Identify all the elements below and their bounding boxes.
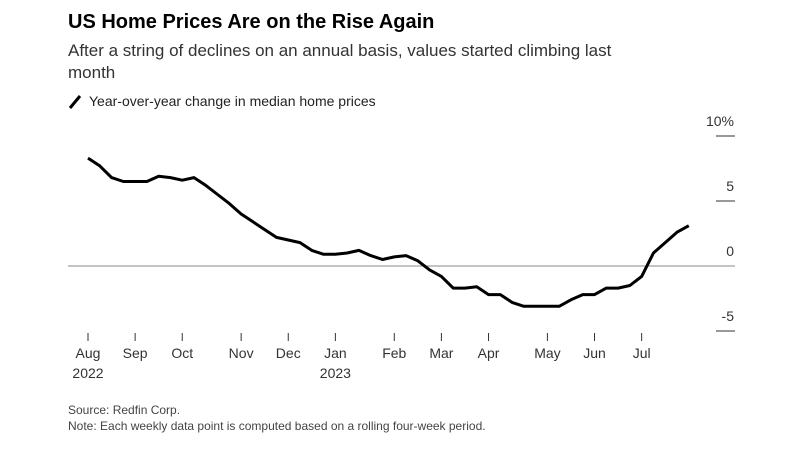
chart-subtitle: After a string of declines on an annual … [68,41,612,82]
data-line [87,156,690,308]
x-tick-label: Jan 2023 [320,345,351,381]
x-tick-label: Oct [171,345,193,361]
x-tick-label: Apr [478,345,500,361]
x-tick-label: Nov [229,345,254,361]
x-tick-label: Feb [382,345,406,361]
x-tick-label: Sep [123,345,148,361]
y-tick-label: -5 [722,308,735,324]
legend-label: Year-over-year change in median home pri… [89,93,376,109]
source: Source: Redfin Corp. [68,403,180,417]
legend-swatch [68,95,82,109]
y-tick-label: 10% [706,113,734,129]
x-tick-label: Jun [583,345,606,361]
x-tick-label: Aug 2022 [72,345,103,381]
x-tick-label: Dec [276,345,301,361]
x-tick-label: Mar [429,345,453,361]
y-tick-label: 5 [726,178,734,194]
x-tick-label: Jul [633,345,651,361]
chart-title: US Home Prices Are on the Rise Again [68,11,434,33]
x-tick-label: May [534,345,560,361]
note: Note: Each weekly data point is computed… [68,419,486,433]
y-tick-label: 0 [726,243,734,259]
